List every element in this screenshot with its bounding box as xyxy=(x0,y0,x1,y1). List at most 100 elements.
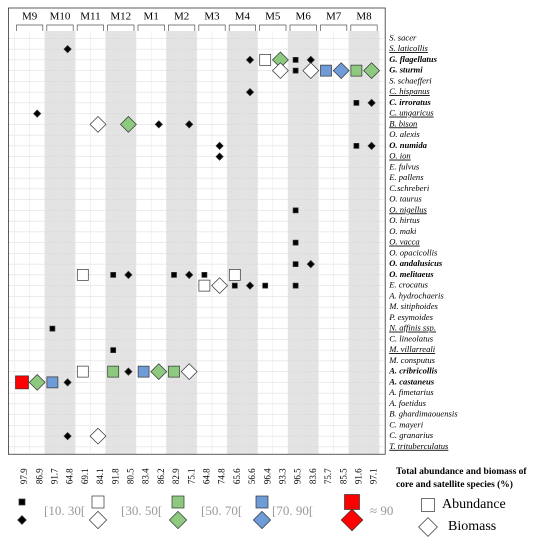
species-label: G. sturmi xyxy=(389,65,423,75)
species-label: O. ion xyxy=(389,151,410,161)
biomass-marker xyxy=(306,260,315,269)
species-label: A. cribricollis xyxy=(388,366,438,376)
abundance-marker xyxy=(49,325,56,332)
species-label: T. trituberculatus xyxy=(389,441,449,451)
month-bracket xyxy=(16,24,44,31)
total-value: 91.8 xyxy=(110,468,120,484)
biomass-marker xyxy=(180,363,198,381)
abundance-marker xyxy=(171,272,177,278)
biomass-marker xyxy=(363,62,381,80)
biomass-marker xyxy=(367,98,376,107)
biomass-marker xyxy=(63,45,72,54)
abundance-marker xyxy=(292,57,299,63)
abundance-marker xyxy=(76,269,89,281)
month-label: M3 xyxy=(204,11,220,23)
legend-square xyxy=(255,495,269,509)
species-label: M. villarreali xyxy=(388,344,436,354)
month-bracket xyxy=(46,24,74,31)
legend-diamond xyxy=(88,510,108,530)
species-label: M. sitiphoides xyxy=(388,301,438,311)
biomass-marker xyxy=(215,152,224,161)
biomass-marker xyxy=(302,62,320,80)
legend-label: [50. 70[ xyxy=(201,503,242,518)
biomass-marker xyxy=(271,62,289,80)
month-label: M6 xyxy=(296,11,312,23)
biomass-marker xyxy=(245,281,255,290)
total-value: 64.8 xyxy=(201,468,211,484)
species-label: A. foetidus xyxy=(388,398,426,408)
legend-abundance-symbol xyxy=(421,498,435,512)
legend-key: Biomass xyxy=(448,519,496,534)
total-value: 65.6 xyxy=(232,468,242,484)
month-label: M4 xyxy=(235,11,251,23)
legend-diamond xyxy=(17,515,27,525)
total-value: 86.9 xyxy=(34,468,44,484)
abundance-marker xyxy=(231,282,238,289)
abundance-marker xyxy=(76,365,89,378)
total-value: 91.7 xyxy=(49,468,59,484)
abundance-marker xyxy=(228,269,241,281)
month-bracket xyxy=(350,24,378,31)
species-label: E. crocatus xyxy=(388,280,428,290)
total-value: 97.9 xyxy=(19,468,29,484)
abundance-marker xyxy=(110,347,117,353)
species-label: B. bison xyxy=(389,118,417,128)
total-value: 96.4 xyxy=(262,468,272,484)
total-value: 64.8 xyxy=(65,468,75,484)
biomass-marker xyxy=(367,141,376,150)
month-label: M10 xyxy=(50,11,71,23)
biomass-marker xyxy=(185,270,194,279)
total-value: 75.7 xyxy=(323,468,333,484)
month-bracket xyxy=(320,24,348,31)
biomass-marker xyxy=(63,378,72,387)
abundance-marker xyxy=(292,67,299,74)
species-label: A. fimetarius xyxy=(388,387,434,397)
month-bracket xyxy=(289,24,317,31)
month-bracket xyxy=(198,24,226,31)
species-label: S. laticollis xyxy=(389,43,428,53)
total-value: 91.6 xyxy=(353,468,363,484)
biomass-marker xyxy=(215,141,224,150)
month-bracket xyxy=(76,24,104,31)
axis-title: Total abundance and biomass of xyxy=(396,467,527,477)
month-bracket xyxy=(228,24,256,31)
abundance-marker xyxy=(292,282,299,289)
biomass-marker xyxy=(332,62,350,80)
frame xyxy=(7,7,386,455)
total-value: 82.9 xyxy=(171,468,181,484)
abundance-marker xyxy=(201,272,208,278)
biomass-marker xyxy=(245,55,255,64)
abundance-marker xyxy=(137,365,150,378)
biomass-marker xyxy=(119,115,137,133)
species-label: C. hispanus xyxy=(389,86,430,96)
species-label: G. flagellatus xyxy=(389,54,437,64)
biomass-marker xyxy=(89,427,107,445)
total-value: 93.3 xyxy=(277,468,287,484)
abundance-marker xyxy=(15,375,29,390)
biomass-marker xyxy=(124,367,133,376)
species-label: O. hirtus xyxy=(389,215,420,225)
legend-label: [70. 90[ xyxy=(272,503,313,518)
abundance-marker xyxy=(292,207,299,214)
month-bracket xyxy=(259,24,287,31)
species-label: C.schreberi xyxy=(389,183,430,193)
biomass-marker xyxy=(211,277,229,295)
biomass-marker xyxy=(89,115,107,133)
month-label: M8 xyxy=(356,11,372,23)
biomass-marker xyxy=(124,270,133,279)
month-label: M1 xyxy=(144,11,159,23)
biomass-marker xyxy=(150,363,168,381)
legend-key: Abundance xyxy=(442,497,506,512)
species-label: B. ghardimaouensis xyxy=(389,409,458,419)
species-label: C. ungaricus xyxy=(389,108,434,118)
total-value: 83.4 xyxy=(141,468,151,484)
biomass-marker xyxy=(63,432,72,441)
species-label: C. mayeri xyxy=(389,419,424,429)
species-label: N. affinis ssp. xyxy=(388,323,436,333)
month-label: M5 xyxy=(265,11,281,23)
abundance-marker xyxy=(350,64,363,77)
species-label: E. pallens xyxy=(388,172,424,182)
species-label: O. nigellus xyxy=(389,204,427,214)
abundance-marker xyxy=(198,279,211,292)
month-label: M2 xyxy=(174,11,189,23)
